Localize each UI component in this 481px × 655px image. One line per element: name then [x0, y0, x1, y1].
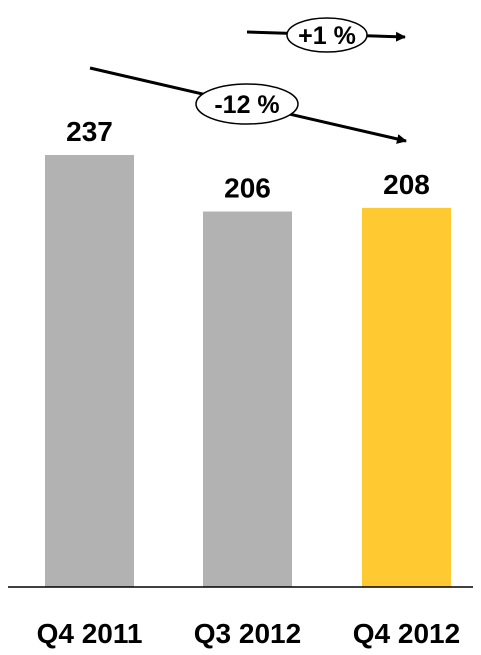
bars-layer	[45, 155, 451, 587]
change-badge	[195, 83, 299, 125]
bar-q4-2012	[362, 207, 451, 587]
change-label: -12 %	[214, 91, 279, 119]
change-annotation-long: -12 %	[89, 66, 407, 144]
bar-q3-2012	[203, 211, 292, 587]
annotations-layer: +1 % -12 %	[89, 17, 407, 144]
category-label: Q4 2012	[353, 618, 460, 649]
value-label: 206	[224, 173, 271, 204]
value-label: 208	[383, 169, 430, 200]
change-annotation-short: +1 %	[246, 17, 406, 53]
labels-layer: 237 Q4 2011 206 Q3 2012 208 Q4 2012	[37, 116, 461, 649]
value-label: 237	[66, 116, 113, 147]
category-label: Q4 2011	[37, 618, 143, 649]
change-label: +1 %	[298, 22, 356, 50]
change-badge	[286, 17, 368, 53]
category-label: Q3 2012	[194, 618, 301, 649]
bar-q4-2011	[45, 155, 134, 587]
